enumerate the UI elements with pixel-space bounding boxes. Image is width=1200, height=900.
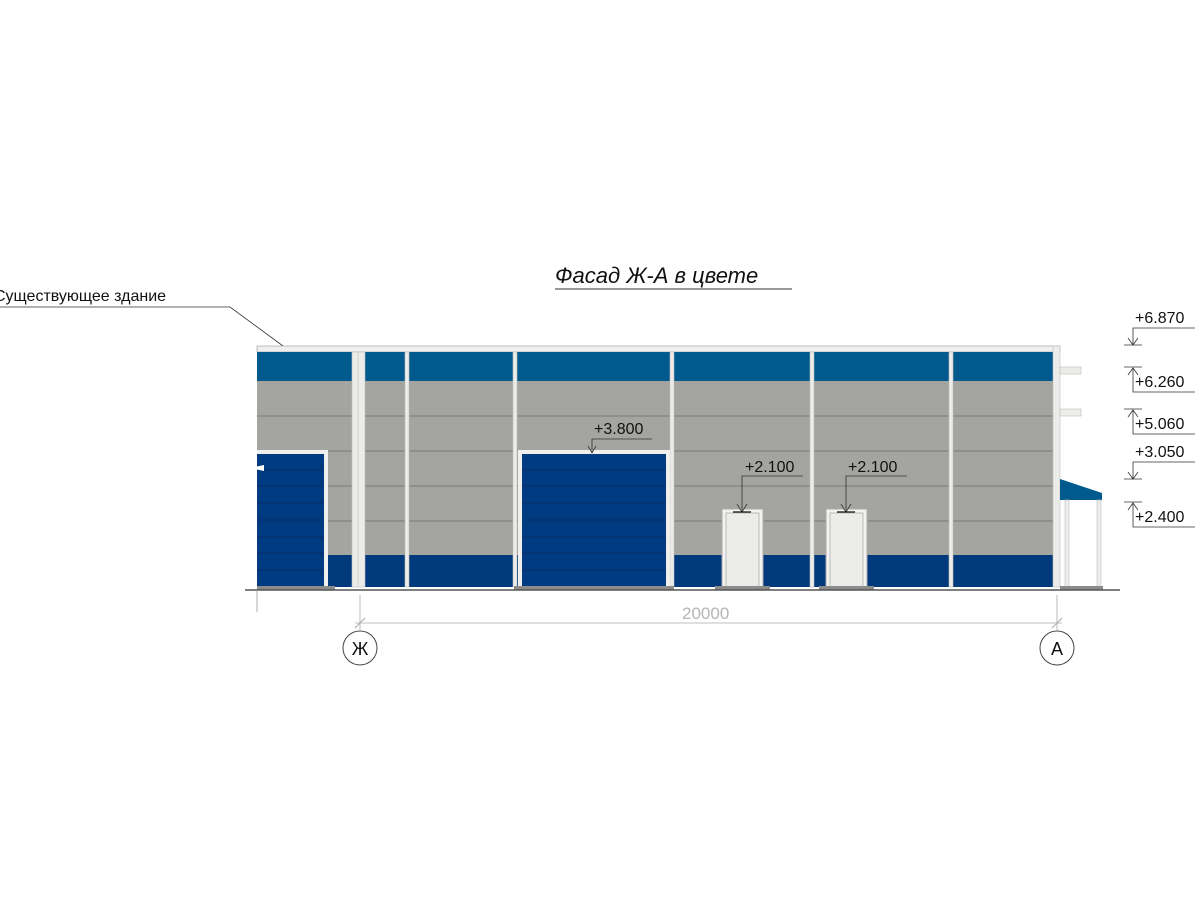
level-mark: +6.260	[1135, 374, 1184, 391]
axis-left-circle	[342, 630, 378, 666]
large-gate-mark: +3.800	[594, 421, 643, 438]
door-2	[825, 508, 868, 588]
axis-right-label: А	[1051, 639, 1063, 659]
ground	[245, 586, 1120, 612]
entrance-canopy	[1060, 479, 1102, 588]
level-mark: +3.050	[1135, 444, 1184, 461]
level-mark: +5.060	[1135, 416, 1184, 433]
level-mark: +2.400	[1135, 509, 1184, 526]
left-gate	[250, 450, 328, 587]
door-1-mark: +2.100	[745, 459, 794, 476]
existing-building-leader	[0, 306, 303, 361]
dimension-value: 20000	[682, 604, 729, 623]
large-gate	[518, 450, 670, 587]
level-marks: +6.870 +6.260 +5.060 +3.050 +2.400	[1124, 310, 1195, 528]
dimension-line	[354, 595, 1063, 630]
axis-left-label: Ж	[352, 639, 369, 659]
door-1	[721, 508, 764, 588]
door-2-mark: +2.100	[848, 459, 897, 476]
level-mark: +6.870	[1135, 310, 1184, 327]
drawing-title: Фасад Ж-А в цвете	[555, 263, 758, 288]
existing-building-label: Существующее здание	[0, 288, 166, 305]
axis-right-circle	[1039, 630, 1075, 666]
